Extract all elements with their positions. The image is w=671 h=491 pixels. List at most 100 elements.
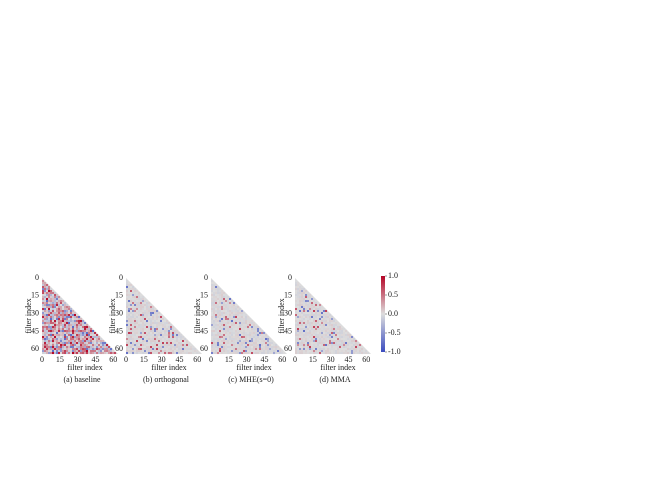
heatmap-cell [213,308,216,311]
heatmap-cell [219,296,222,299]
heatmap-cell [136,314,139,317]
heatmap-cell [357,350,360,353]
heatmap-cell [317,346,320,349]
heatmap-cell [239,338,242,341]
heatmap-cell [42,340,45,343]
heatmap-cell [152,320,155,323]
heatmap-cell [303,336,306,339]
heatmap-cell [231,306,234,309]
heatmap-cell [164,350,167,353]
heatmap-cell [126,332,129,335]
heatmap-cell [237,342,240,345]
heatmap-cell [76,330,79,333]
heatmap-cell [303,300,306,303]
heatmap-cell [219,302,222,305]
heatmap-cell [239,346,242,349]
heatmap-cell [299,286,302,289]
heatmap-cell [217,292,220,295]
heatmap-cell [166,338,169,341]
heatmap-cell [321,328,324,331]
heatmap-cell [136,344,139,347]
heatmap-cell [44,318,47,321]
heatmap-cell [48,324,51,327]
heatmap-cell [66,306,69,309]
heatmap-cell [311,298,314,301]
heatmap-cell [321,340,324,343]
heatmap-cell [42,322,45,325]
heatmap-cell [351,342,354,345]
heatmap-cell [138,308,141,311]
heatmap-cell [305,338,308,341]
heatmap-cell [303,348,306,351]
heatmap-cell [335,330,338,333]
heatmap-cell [64,322,67,325]
heatmap-cell [60,340,63,343]
heatmap-cell [130,296,133,299]
heatmap-cell [211,346,214,349]
heatmap-cell [42,280,45,283]
heatmap-cell [313,314,316,317]
heatmap-cell [186,344,189,347]
heatmap-cell [134,344,137,347]
heatmap-cell [219,304,222,307]
heatmap-cell [327,322,330,325]
heatmap-cell [213,296,216,299]
heatmap-cell [106,344,109,347]
heatmap-cell [62,350,65,353]
heatmap-cell [363,350,366,353]
heatmap-cell [337,326,340,329]
heatmap-cell [70,350,73,353]
heatmap-cell [329,338,332,341]
heatmap-cell [317,336,320,339]
heatmap-cell [158,322,161,325]
heatmap-cell [132,300,135,303]
heatmap-cell [110,348,113,351]
heatmap-cell [62,336,65,339]
heatmap-cell [243,318,246,321]
heatmap-cell [227,320,230,323]
heatmap-cell [357,348,360,351]
heatmap-cell [295,294,298,297]
heatmap-cell [184,352,187,355]
heatmap-cell [130,342,133,345]
heatmap-cell [345,342,348,345]
heatmap-cell [80,346,83,349]
heatmap-cell [82,344,85,347]
heatmap-cell [333,326,336,329]
heatmap-cell [126,304,129,307]
heatmap-cell [305,342,308,345]
heatmap-cell [178,344,181,347]
heatmap-cell [221,302,224,305]
heatmap-cell [166,322,169,325]
heatmap-cell [70,352,73,355]
heatmap-cell [225,334,228,337]
heatmap-cell [174,334,177,337]
heatmap-cell [130,310,133,313]
heatmap-cell [249,348,252,351]
heatmap-cell [233,312,236,315]
heatmap-cell [253,326,256,329]
heatmap-cell [265,352,268,355]
heatmap-cell [126,306,129,309]
heatmap-cell [353,340,356,343]
heatmap-cell [188,346,191,349]
heatmap-cell [295,306,298,309]
heatmap-cell [168,340,171,343]
heatmap-cell [178,346,181,349]
heatmap-cell [132,288,135,291]
heatmap-cell [68,314,71,317]
heatmap-cell [180,338,183,341]
heatmap-cell [94,348,97,351]
heatmap-cell [152,346,155,349]
heatmap-cell [76,328,79,331]
heatmap-cell [66,304,69,307]
heatmap-cell [351,348,354,351]
heatmap-cell [339,340,342,343]
heatmap-cell [64,336,67,339]
heatmap-cell [128,330,131,333]
heatmap-cell [211,282,214,285]
heatmap-cell [327,324,330,327]
heatmap-cell [150,328,153,331]
heatmap-cell [307,326,310,329]
heatmap-cell [345,336,348,339]
